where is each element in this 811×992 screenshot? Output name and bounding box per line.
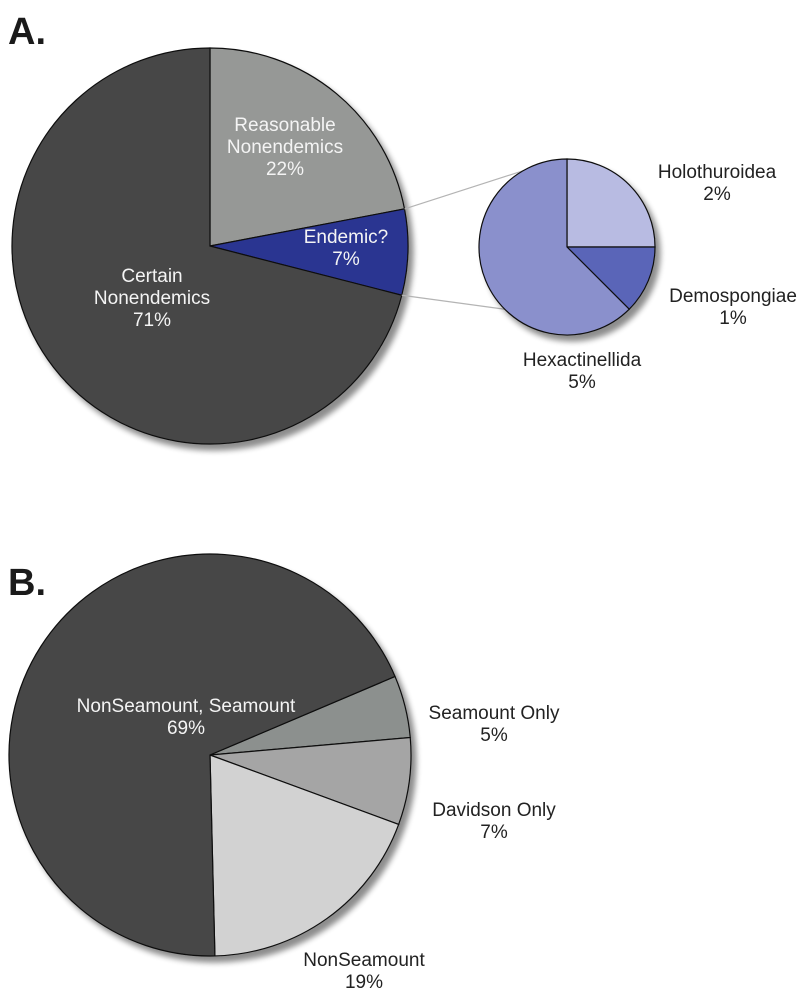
pie-b-slice-nonseamount-seamount [8,553,396,957]
pie-b [8,553,412,957]
label-line: 7% [480,822,508,843]
label-line: 7% [332,249,360,270]
pie-b-label-nonseamount: NonSeamount 19% [303,950,425,992]
label-line: Nonendemics [94,288,210,309]
label-line: Endemic? [304,227,389,248]
pie-a-slice-reasonable [209,47,406,247]
label-line: 19% [345,972,383,992]
label-line: 71% [133,310,171,331]
pie-a-label-endemic: Endemic? 7% [304,227,389,270]
pie-a-breakdown-label-holothuroidea: Holothuroidea 2% [658,162,777,205]
label-line: 22% [266,159,304,180]
pie-a-label-reasonable: Reasonable Nonendemics 22% [227,115,343,180]
pie-b-label-davidson-only: Davidson Only 7% [432,800,556,843]
label-line: Davidson Only [432,800,556,821]
pie-b-label-nonseamount-seamount: NonSeamount, Seamount 69% [77,696,296,739]
label-line: Reasonable [234,115,335,136]
pie-a [11,47,409,445]
panel-b-letter: B. [8,562,46,604]
pie-b-slice-nonseamount [209,754,400,957]
label-line: 1% [719,308,747,329]
label-line: Nonendemics [227,137,343,158]
label-line: 69% [167,718,205,739]
pie-a-label-certain: Certain Nonendemics 71% [94,266,210,331]
pie-a-breakdown-slice-holothuroidea [566,158,656,248]
pie-a-breakdown-label-hexactinellida: Hexactinellida 5% [523,350,642,393]
label-line: NonSeamount [303,950,425,971]
pie-b-label-seamount-only: Seamount Only 5% [429,703,560,746]
label-line: 5% [568,372,596,393]
label-line: 5% [480,725,508,746]
connector-line-bottom [401,294,505,310]
label-line: Holothuroidea [658,162,777,183]
label-line: Demospongiae [669,286,797,307]
pie-a-labels: Certain Nonendemics 71%Reasonable Nonendemi… [94,115,797,393]
label-line: NonSeamount, Seamount [77,696,296,717]
pie-a-breakdown [478,158,656,336]
label-line: Hexactinellida [523,350,642,371]
pie-a-slice-certain [11,47,403,445]
panel-a-letter: A. [8,11,46,53]
pie-a-breakdown-slice-hexactinellida [478,158,631,336]
pie-a-breakdown-slice-demospongiae [565,246,656,311]
connector-line-top [404,170,524,210]
label-line: 2% [703,184,731,205]
breakdown-connectors [401,170,524,310]
pie-b-labels: NonSeamount, Seamount 69% Seamount Only 5% D… [77,696,560,992]
pie-a-breakdown-label-demospongiae: Demospongiae 1% [669,286,797,329]
label-line: Seamount Only [429,703,560,724]
label-line: Certain [121,266,182,287]
